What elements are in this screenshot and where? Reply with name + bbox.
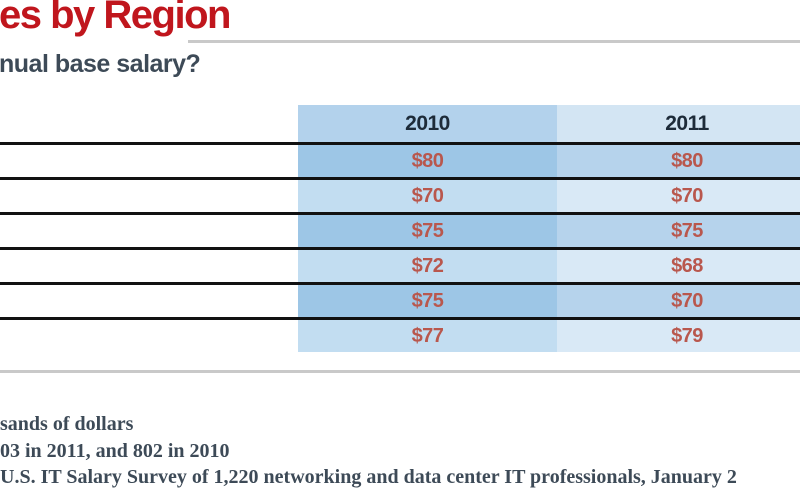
row-label-placeholder — [0, 180, 298, 212]
row-label-placeholder — [0, 215, 298, 247]
salary-table: 2010 2011 $80 $80 $70 $70 $75 $75 $72 — [0, 105, 800, 352]
salary-cell-2011: $80 — [557, 145, 800, 177]
footnote-units: sands of dollars — [0, 413, 134, 435]
table-row: $75 $75 — [0, 215, 800, 250]
table-row: $77 $79 — [0, 320, 800, 352]
salary-cell-2010: $75 — [298, 215, 557, 247]
salary-cell-2011: $75 — [557, 215, 800, 247]
footnote-sample-size: 03 in 2011, and 802 in 2010 — [0, 439, 230, 462]
salary-cell-2010: $72 — [298, 250, 557, 282]
column-header-2011: 2011 — [557, 105, 800, 142]
row-label-placeholder — [0, 145, 298, 177]
row-label-placeholder — [0, 320, 298, 352]
survey-question: nual base salary? — [0, 50, 201, 78]
page-title: es by Region — [0, 0, 231, 37]
row-label-placeholder — [0, 250, 298, 282]
table-header-row: 2010 2011 — [0, 105, 800, 145]
footnotes: sands of dollars 03 in 2011, and 802 in … — [0, 411, 800, 491]
salary-cell-2011: $70 — [557, 285, 800, 317]
salary-cell-2010: $80 — [298, 145, 557, 177]
table-row: $75 $70 — [0, 285, 800, 320]
row-label-header-placeholder — [0, 105, 298, 142]
salary-cell-2010: $77 — [298, 320, 557, 352]
table-row: $72 $68 — [0, 250, 800, 285]
salary-cell-2010: $75 — [298, 285, 557, 317]
row-label-placeholder — [0, 285, 298, 317]
table-row: $80 $80 — [0, 145, 800, 180]
footnote-source: U.S. IT Salary Survey of 1,220 networkin… — [0, 466, 737, 488]
salary-cell-2011: $79 — [557, 320, 800, 352]
salary-cell-2010: $70 — [298, 180, 557, 212]
column-header-2010: 2010 — [298, 105, 557, 142]
table-row: $70 $70 — [0, 180, 800, 215]
salary-cell-2011: $68 — [557, 250, 800, 282]
bottom-divider-line — [0, 370, 800, 373]
title-divider-line — [188, 40, 800, 43]
table-body: $80 $80 $70 $70 $75 $75 $72 $68 $75 — [0, 145, 800, 352]
salary-cell-2011: $70 — [557, 180, 800, 212]
